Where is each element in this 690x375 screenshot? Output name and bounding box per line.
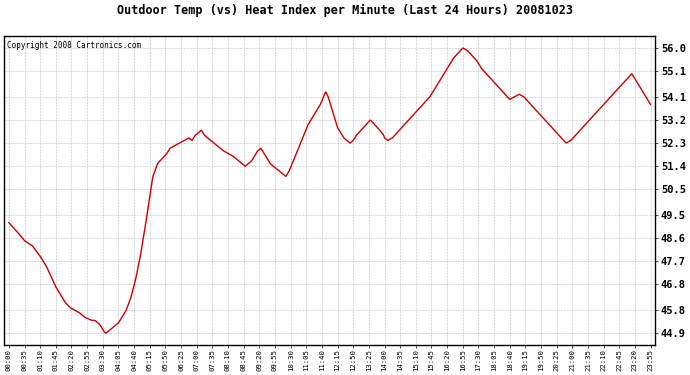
- Text: Outdoor Temp (vs) Heat Index per Minute (Last 24 Hours) 20081023: Outdoor Temp (vs) Heat Index per Minute …: [117, 4, 573, 17]
- Text: Copyright 2008 Cartronics.com: Copyright 2008 Cartronics.com: [8, 41, 141, 50]
